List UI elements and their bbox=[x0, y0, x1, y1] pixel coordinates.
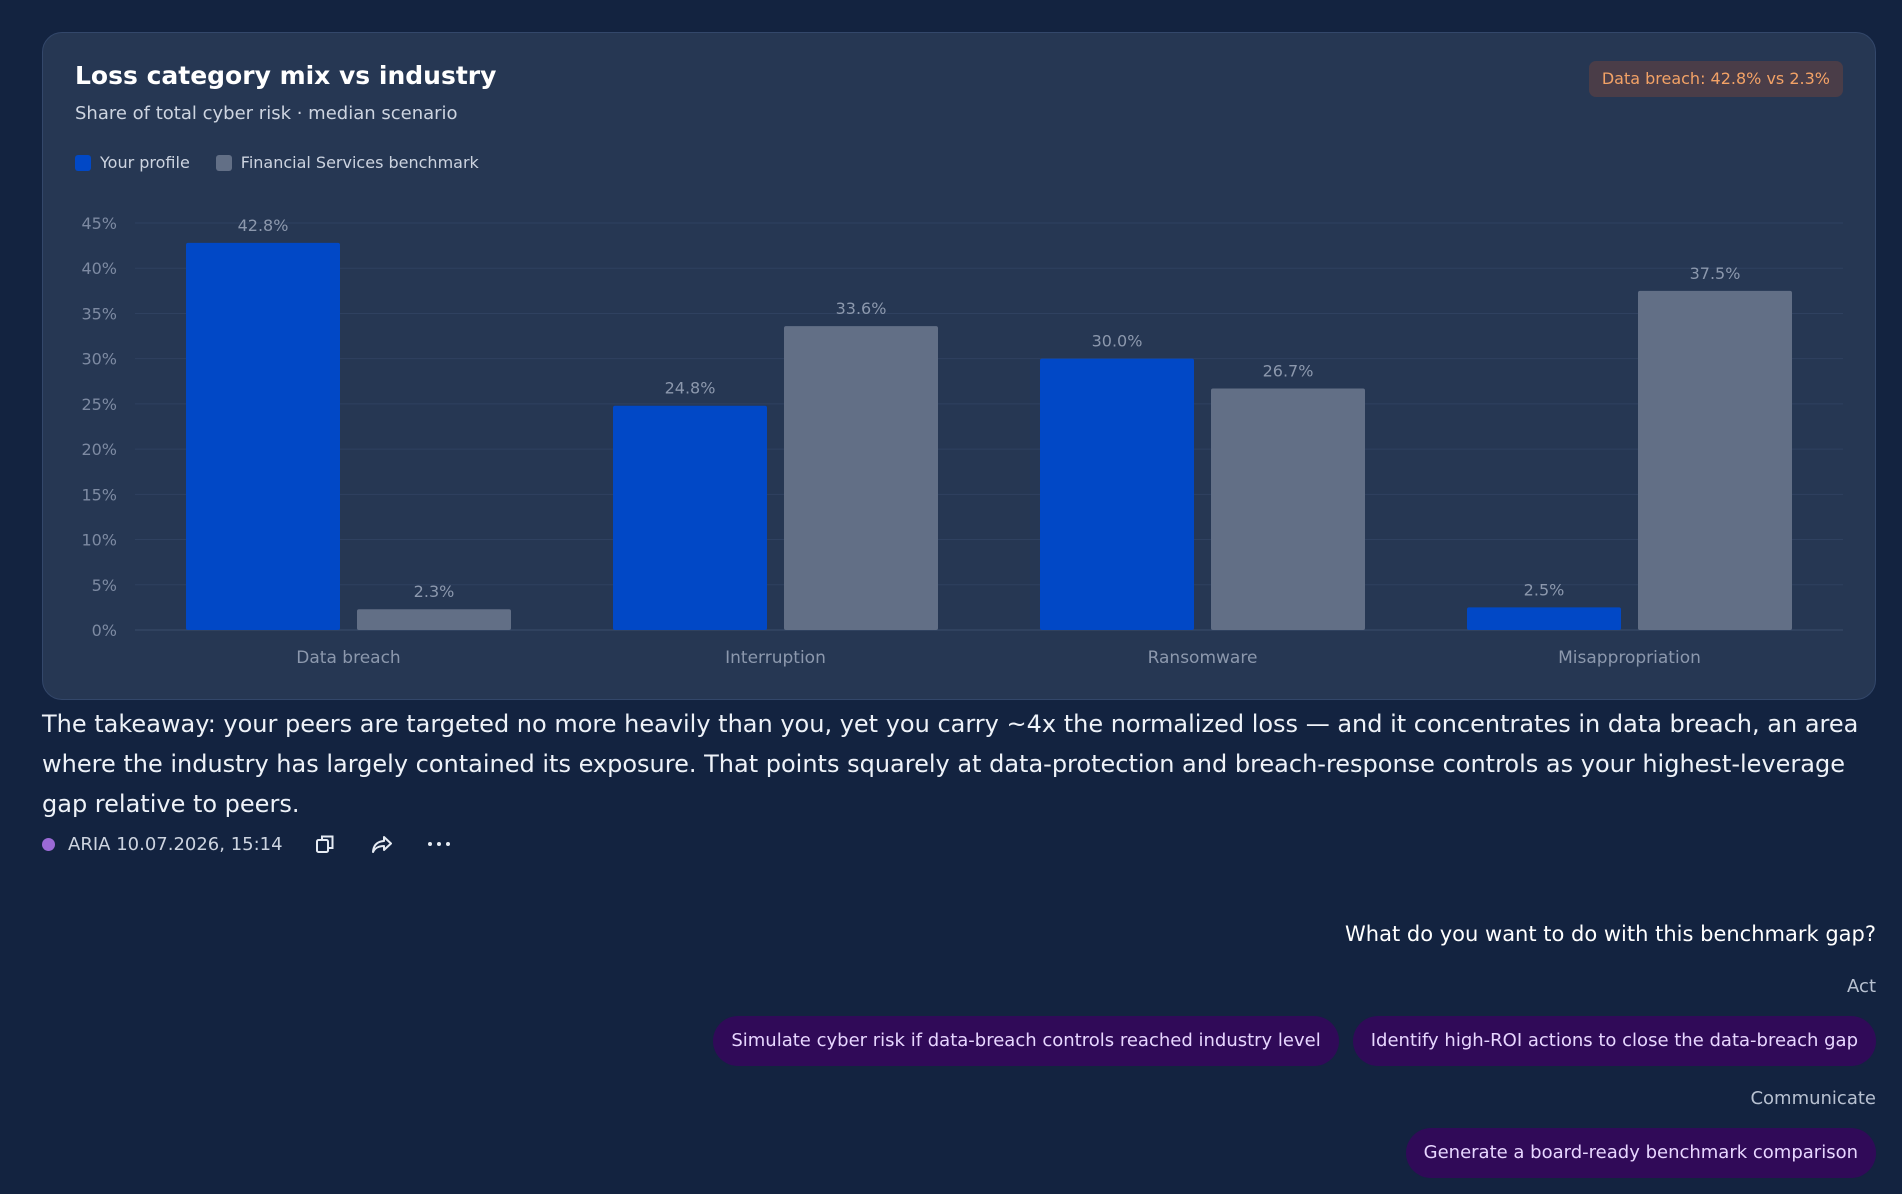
author-dot bbox=[42, 837, 55, 851]
bar-value-label: 26.7% bbox=[1263, 362, 1314, 381]
bar-your-profile bbox=[1040, 358, 1194, 630]
simulate-industry-level-button[interactable]: Simulate cyber risk if data-breach contr… bbox=[713, 1016, 1339, 1066]
bar-value-label: 42.8% bbox=[238, 216, 289, 235]
bar-value-label: 30.0% bbox=[1092, 332, 1143, 351]
chart-title: Loss category mix vs industry bbox=[75, 61, 497, 90]
y-tick-label: 30% bbox=[81, 350, 117, 369]
bar-your-profile bbox=[613, 405, 767, 630]
message-meta: ARIA 10.07.2026, 15:14 bbox=[42, 826, 476, 862]
author-name: ARIA bbox=[68, 833, 111, 855]
message-meta-text: ARIA 10.07.2026, 15:14 bbox=[68, 834, 283, 855]
y-tick-label: 15% bbox=[81, 485, 117, 504]
bar-your-profile bbox=[186, 242, 340, 631]
bar-value-label: 2.3% bbox=[414, 582, 455, 601]
legend-label-benchmark: Financial Services benchmark bbox=[240, 153, 479, 172]
bar-benchmark bbox=[784, 326, 938, 630]
bar-benchmark bbox=[357, 609, 511, 630]
bar-benchmark bbox=[1638, 290, 1792, 630]
communicate-options: Generate a board-ready benchmark compari… bbox=[1405, 1128, 1876, 1178]
y-tick-label: 0% bbox=[92, 621, 117, 640]
more-icon bbox=[427, 842, 450, 846]
bar-value-label: 37.5% bbox=[1690, 264, 1741, 283]
bar-value-label: 2.5% bbox=[1524, 580, 1565, 599]
takeaway-text: The takeaway: your peers are targeted no… bbox=[42, 710, 1859, 818]
followup-question: What do you want to do with this benchma… bbox=[1345, 922, 1876, 946]
generate-board-comparison-button[interactable]: Generate a board-ready benchmark compari… bbox=[1405, 1128, 1876, 1178]
share-icon bbox=[371, 836, 392, 853]
legend-swatch-your-profile bbox=[75, 154, 91, 171]
bar-value-label: 33.6% bbox=[836, 299, 887, 318]
communicate-group-label: Communicate bbox=[1750, 1088, 1876, 1109]
x-tick-label: Interruption bbox=[725, 648, 826, 668]
y-tick-label: 5% bbox=[92, 576, 117, 595]
x-tick-label: Ransomware bbox=[1148, 648, 1258, 668]
bar-value-label: 24.8% bbox=[665, 379, 716, 398]
legend-label-your-profile: Your profile bbox=[100, 153, 190, 172]
more-button[interactable] bbox=[419, 826, 459, 862]
y-tick-label: 20% bbox=[81, 440, 117, 459]
share-button[interactable] bbox=[362, 826, 402, 862]
chart-card: Loss category mix vs industry Share of t… bbox=[42, 32, 1876, 700]
bar-chart: 0% 5% 10% 15% 20% 25% 30% 35% 40% 45% 42.8% 2.3% Dat… bbox=[81, 214, 1843, 668]
chart-subtitle: Share of total cyber risk · median scena… bbox=[75, 103, 458, 124]
identify-roi-actions-button[interactable]: Identify high-ROI actions to close the d… bbox=[1352, 1016, 1876, 1066]
copy-button[interactable] bbox=[305, 826, 345, 862]
bar-your-profile bbox=[1467, 607, 1621, 630]
legend-item-benchmark: Financial Services benchmark bbox=[215, 153, 479, 172]
act-options: Simulate cyber risk if data-breach contr… bbox=[713, 1016, 1876, 1066]
highlight-badge: Data breach: 42.8% vs 2.3% bbox=[1588, 61, 1843, 97]
chart-legend: Your profile Financial Services benchmar… bbox=[75, 153, 479, 172]
x-tick-label: Misappropriation bbox=[1558, 648, 1701, 668]
legend-item-your-profile: Your profile bbox=[75, 153, 190, 172]
y-tick-label: 10% bbox=[81, 531, 117, 550]
copy-icon bbox=[315, 835, 334, 853]
y-tick-label: 45% bbox=[81, 214, 117, 233]
y-tick-label: 25% bbox=[81, 395, 117, 414]
legend-swatch-benchmark bbox=[215, 154, 232, 171]
y-tick-label: 35% bbox=[81, 304, 117, 323]
act-group-label: Act bbox=[1847, 976, 1876, 997]
message-timestamp: 10.07.2026, 15:14 bbox=[116, 833, 283, 855]
bar-benchmark bbox=[1211, 388, 1365, 630]
y-tick-label: 40% bbox=[81, 259, 117, 278]
x-tick-label: Data breach bbox=[296, 648, 400, 668]
